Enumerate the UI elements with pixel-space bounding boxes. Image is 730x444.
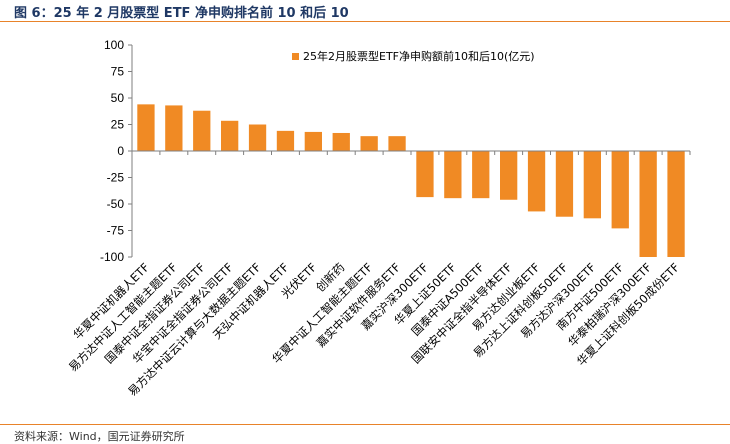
y-tick-label: -100 — [100, 250, 124, 264]
bar — [611, 151, 629, 229]
bar — [667, 151, 685, 257]
bar — [248, 124, 267, 151]
bar — [221, 120, 239, 151]
bar — [304, 131, 322, 151]
bar — [388, 136, 406, 151]
bar — [639, 151, 657, 257]
y-tick-label: 50 — [111, 91, 125, 105]
bar — [360, 136, 378, 151]
bar — [583, 151, 601, 219]
top-rule — [0, 21, 730, 22]
bar — [527, 151, 546, 212]
bar — [500, 151, 518, 200]
bar — [472, 151, 490, 199]
bar — [332, 132, 350, 151]
bar — [555, 151, 574, 217]
y-tick-label: 0 — [117, 144, 124, 158]
legend-label: 25年2月股票型ETF净申购额前10和后10(亿元) — [303, 49, 535, 63]
y-tick-label: -50 — [107, 197, 125, 211]
y-tick-label: 25 — [111, 118, 125, 132]
bar — [193, 110, 211, 151]
bottom-rule — [0, 424, 730, 425]
bar-chart: 25年2月股票型ETF净申购额前10和后10(亿元) 100 75 50 25 0 -25… — [66, 38, 691, 399]
bar — [276, 130, 295, 151]
figure-title: 图 6：25 年 2 月股票型 ETF 净申购排名前 10 和后 10 — [14, 6, 349, 21]
legend: 25年2月股票型ETF净申购额前10和后10(亿元) — [292, 49, 535, 63]
source-note: 资料来源：Wind，国元证券研究所 — [14, 430, 185, 443]
y-tick-label: -75 — [107, 224, 125, 238]
bar — [444, 151, 462, 199]
legend-swatch — [292, 53, 299, 60]
y-tick-label: 100 — [104, 38, 124, 52]
y-tick-label: 75 — [111, 65, 125, 79]
y-tick-label: -25 — [107, 171, 125, 185]
bar — [137, 104, 155, 151]
bar — [165, 105, 183, 151]
bar — [416, 151, 434, 198]
